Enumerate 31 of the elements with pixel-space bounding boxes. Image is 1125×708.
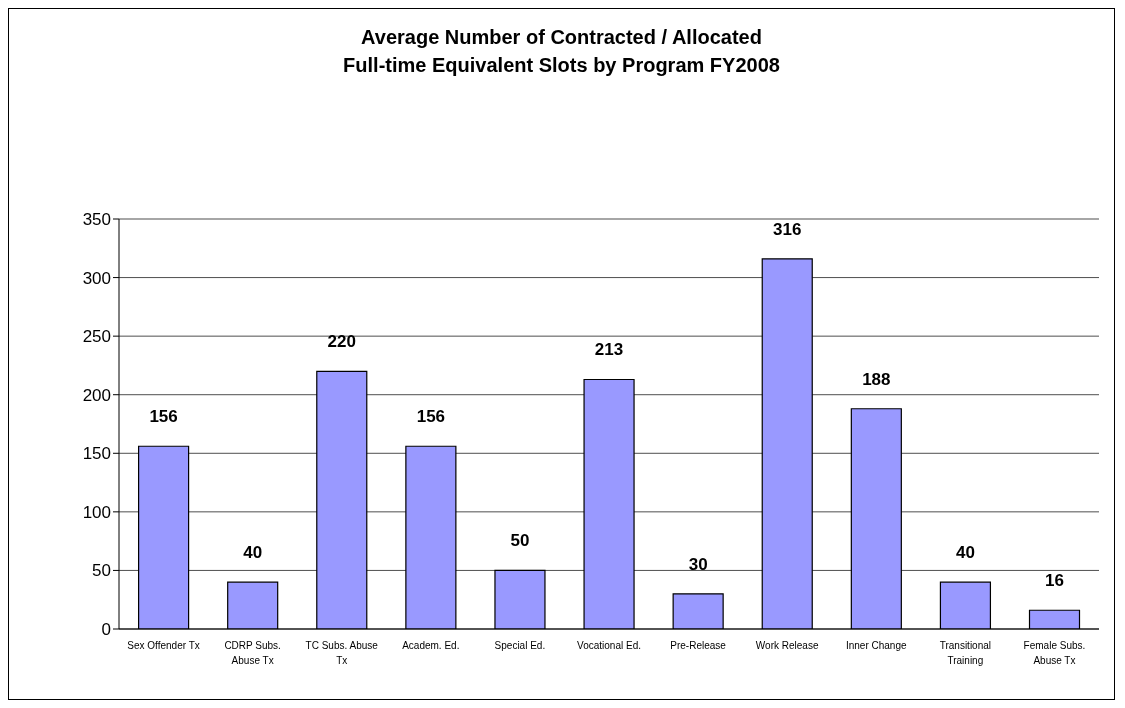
y-tick-label: 300 bbox=[82, 268, 111, 288]
data-label: 316 bbox=[773, 219, 802, 239]
data-label: 40 bbox=[955, 543, 975, 563]
y-tick-label: 150 bbox=[82, 444, 111, 464]
chart-title: Average Number of Contracted / Allocated Full-time Equivalent Slots by Program FY2008 bbox=[342, 25, 781, 78]
x-tick-label: Academ. Ed. bbox=[402, 640, 460, 651]
data-label: 40 bbox=[243, 543, 263, 563]
x-tick-label: Sex Offender Tx bbox=[127, 640, 200, 651]
y-tick-label: 200 bbox=[82, 385, 111, 405]
y-tick-label: 50 bbox=[92, 561, 111, 581]
data-label: 156 bbox=[149, 407, 178, 427]
data-label: 30 bbox=[688, 554, 708, 574]
data-label: 188 bbox=[862, 369, 891, 389]
x-tick-label: Vocational Ed. bbox=[577, 640, 641, 651]
data-label: 220 bbox=[327, 332, 356, 352]
data-label: 213 bbox=[594, 340, 624, 360]
x-tick-label: Pre-Release bbox=[670, 640, 727, 651]
y-tick-label: 100 bbox=[82, 502, 111, 522]
y-tick-label: 350 bbox=[82, 210, 111, 230]
x-tick-label: Inner Change bbox=[845, 640, 908, 651]
x-tick-label: TC Subs. Abuse Tx bbox=[305, 640, 379, 666]
x-tick-label: Special Ed. bbox=[494, 640, 546, 651]
data-label: 16 bbox=[1045, 571, 1064, 591]
y-tick-label: 250 bbox=[82, 327, 111, 347]
data-label: 156 bbox=[416, 407, 446, 427]
x-tick-label: Work Release bbox=[755, 640, 819, 651]
x-tick-label: CDRP Subs. Abuse Tx bbox=[224, 640, 281, 666]
data-label: 50 bbox=[510, 531, 530, 551]
x-tick-label: Transitional Training bbox=[939, 640, 992, 666]
x-tick-label: Female Subs. Abuse Tx bbox=[1023, 640, 1086, 666]
y-tick-label: 0 bbox=[101, 620, 111, 640]
